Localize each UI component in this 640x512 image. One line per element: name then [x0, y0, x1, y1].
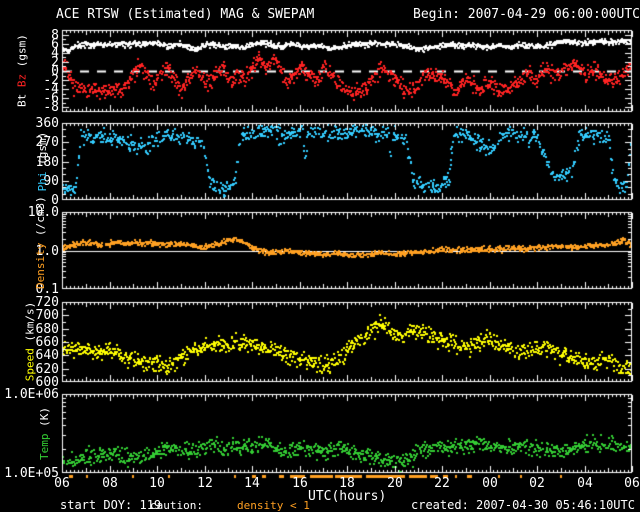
y-tick-label-mag: -8 — [43, 100, 59, 115]
footer-created: created: 2007-04-30 05:46:10UTC — [411, 498, 635, 512]
y-tick-label-temp: 1.0E+06 — [4, 387, 59, 402]
y-tick-label-phi: 180 — [35, 155, 59, 170]
y-axis-title-density: Density (/cm3) — [33, 196, 47, 289]
y-axis-title-part: Temp — [37, 433, 51, 460]
y-tick-label-phi: 270 — [35, 135, 59, 150]
y-axis-title-part: Phi — [35, 170, 49, 191]
chart-title: ACE RTSW (Estimated) MAG & SWEPAM — [56, 7, 315, 22]
y-tick-label-speed: 640 — [35, 348, 59, 363]
y-axis-title-part: (gsm) — [35, 131, 49, 171]
y-tick-label-mag: 2 — [51, 55, 59, 70]
y-axis-title-part: Speed — [23, 348, 37, 382]
y-tick-label-mag: 4 — [51, 46, 59, 61]
y-axis-title-part: Bz — [15, 73, 29, 88]
y-tick-label-mag: -2 — [43, 73, 59, 88]
x-tick-label: 22 — [434, 476, 450, 491]
y-axis-title-speed: Speed (km/s) — [24, 302, 37, 382]
x-tick-label: 14 — [244, 476, 260, 491]
y-axis-title-part: (K) — [37, 406, 51, 433]
y-tick-label-phi: 360 — [35, 116, 59, 131]
y-tick-label-speed: 720 — [35, 295, 59, 310]
y-tick-label-mag: 6 — [51, 37, 59, 52]
y-axis-title-phi: Phi (gsm) — [36, 123, 49, 200]
y-tick-label-mag: 0 — [51, 64, 59, 79]
y-tick-label-mag: -4 — [43, 82, 59, 97]
x-tick-label: 04 — [577, 476, 593, 491]
x-axis-title: UTC(hours) — [308, 489, 387, 504]
y-tick-label-density: 10.0 — [27, 205, 59, 220]
y-axis-title-mag: Bt Bz (gsm) — [16, 30, 29, 112]
begin-timestamp: Begin: 2007-04-29 06:00:00UTC — [413, 7, 640, 22]
x-tick-label: 06 — [54, 476, 70, 491]
y-axis-title-part: (gsm) — [15, 34, 29, 74]
y-tick-label-mag: 8 — [51, 28, 59, 43]
footer-start-doy: start DOY: 119 — [60, 498, 162, 512]
y-tick-label-speed: 600 — [35, 375, 59, 390]
y-tick-label-mag: -6 — [43, 91, 59, 106]
y-axis-title-part: Bt — [15, 87, 29, 107]
x-tick-label: 00 — [482, 476, 498, 491]
x-tick-label: 08 — [102, 476, 118, 491]
y-tick-label-density: 0.1 — [35, 282, 59, 297]
y-tick-label-speed: 660 — [35, 335, 59, 350]
y-axis-title-part: (km/s) — [23, 301, 37, 349]
y-tick-label-phi: 0 — [51, 193, 59, 208]
x-tick-label: 02 — [529, 476, 545, 491]
y-axis-title-part: Density — [33, 242, 47, 289]
x-tick-label: 16 — [292, 476, 308, 491]
x-tick-label: 20 — [387, 476, 403, 491]
y-tick-label-phi: 90 — [43, 174, 59, 189]
x-tick-label: 12 — [197, 476, 213, 491]
x-tick-label: 18 — [339, 476, 355, 491]
y-tick-label-speed: 620 — [35, 362, 59, 377]
y-tick-label-speed: 700 — [35, 308, 59, 323]
footer-caution-label: caution: — [150, 499, 203, 512]
y-tick-label-temp: 1.0E+05 — [4, 466, 59, 481]
x-tick-label: 10 — [149, 476, 165, 491]
footer-caution-value: density < 1 — [237, 499, 310, 512]
y-axis-title-part: (/cm3) — [33, 195, 47, 243]
y-tick-label-speed: 680 — [35, 322, 59, 337]
x-tick-label: 06 — [624, 476, 640, 491]
y-tick-label-density: 1.0 — [35, 244, 59, 259]
y-axis-title-temp: Temp (K) — [38, 394, 51, 473]
